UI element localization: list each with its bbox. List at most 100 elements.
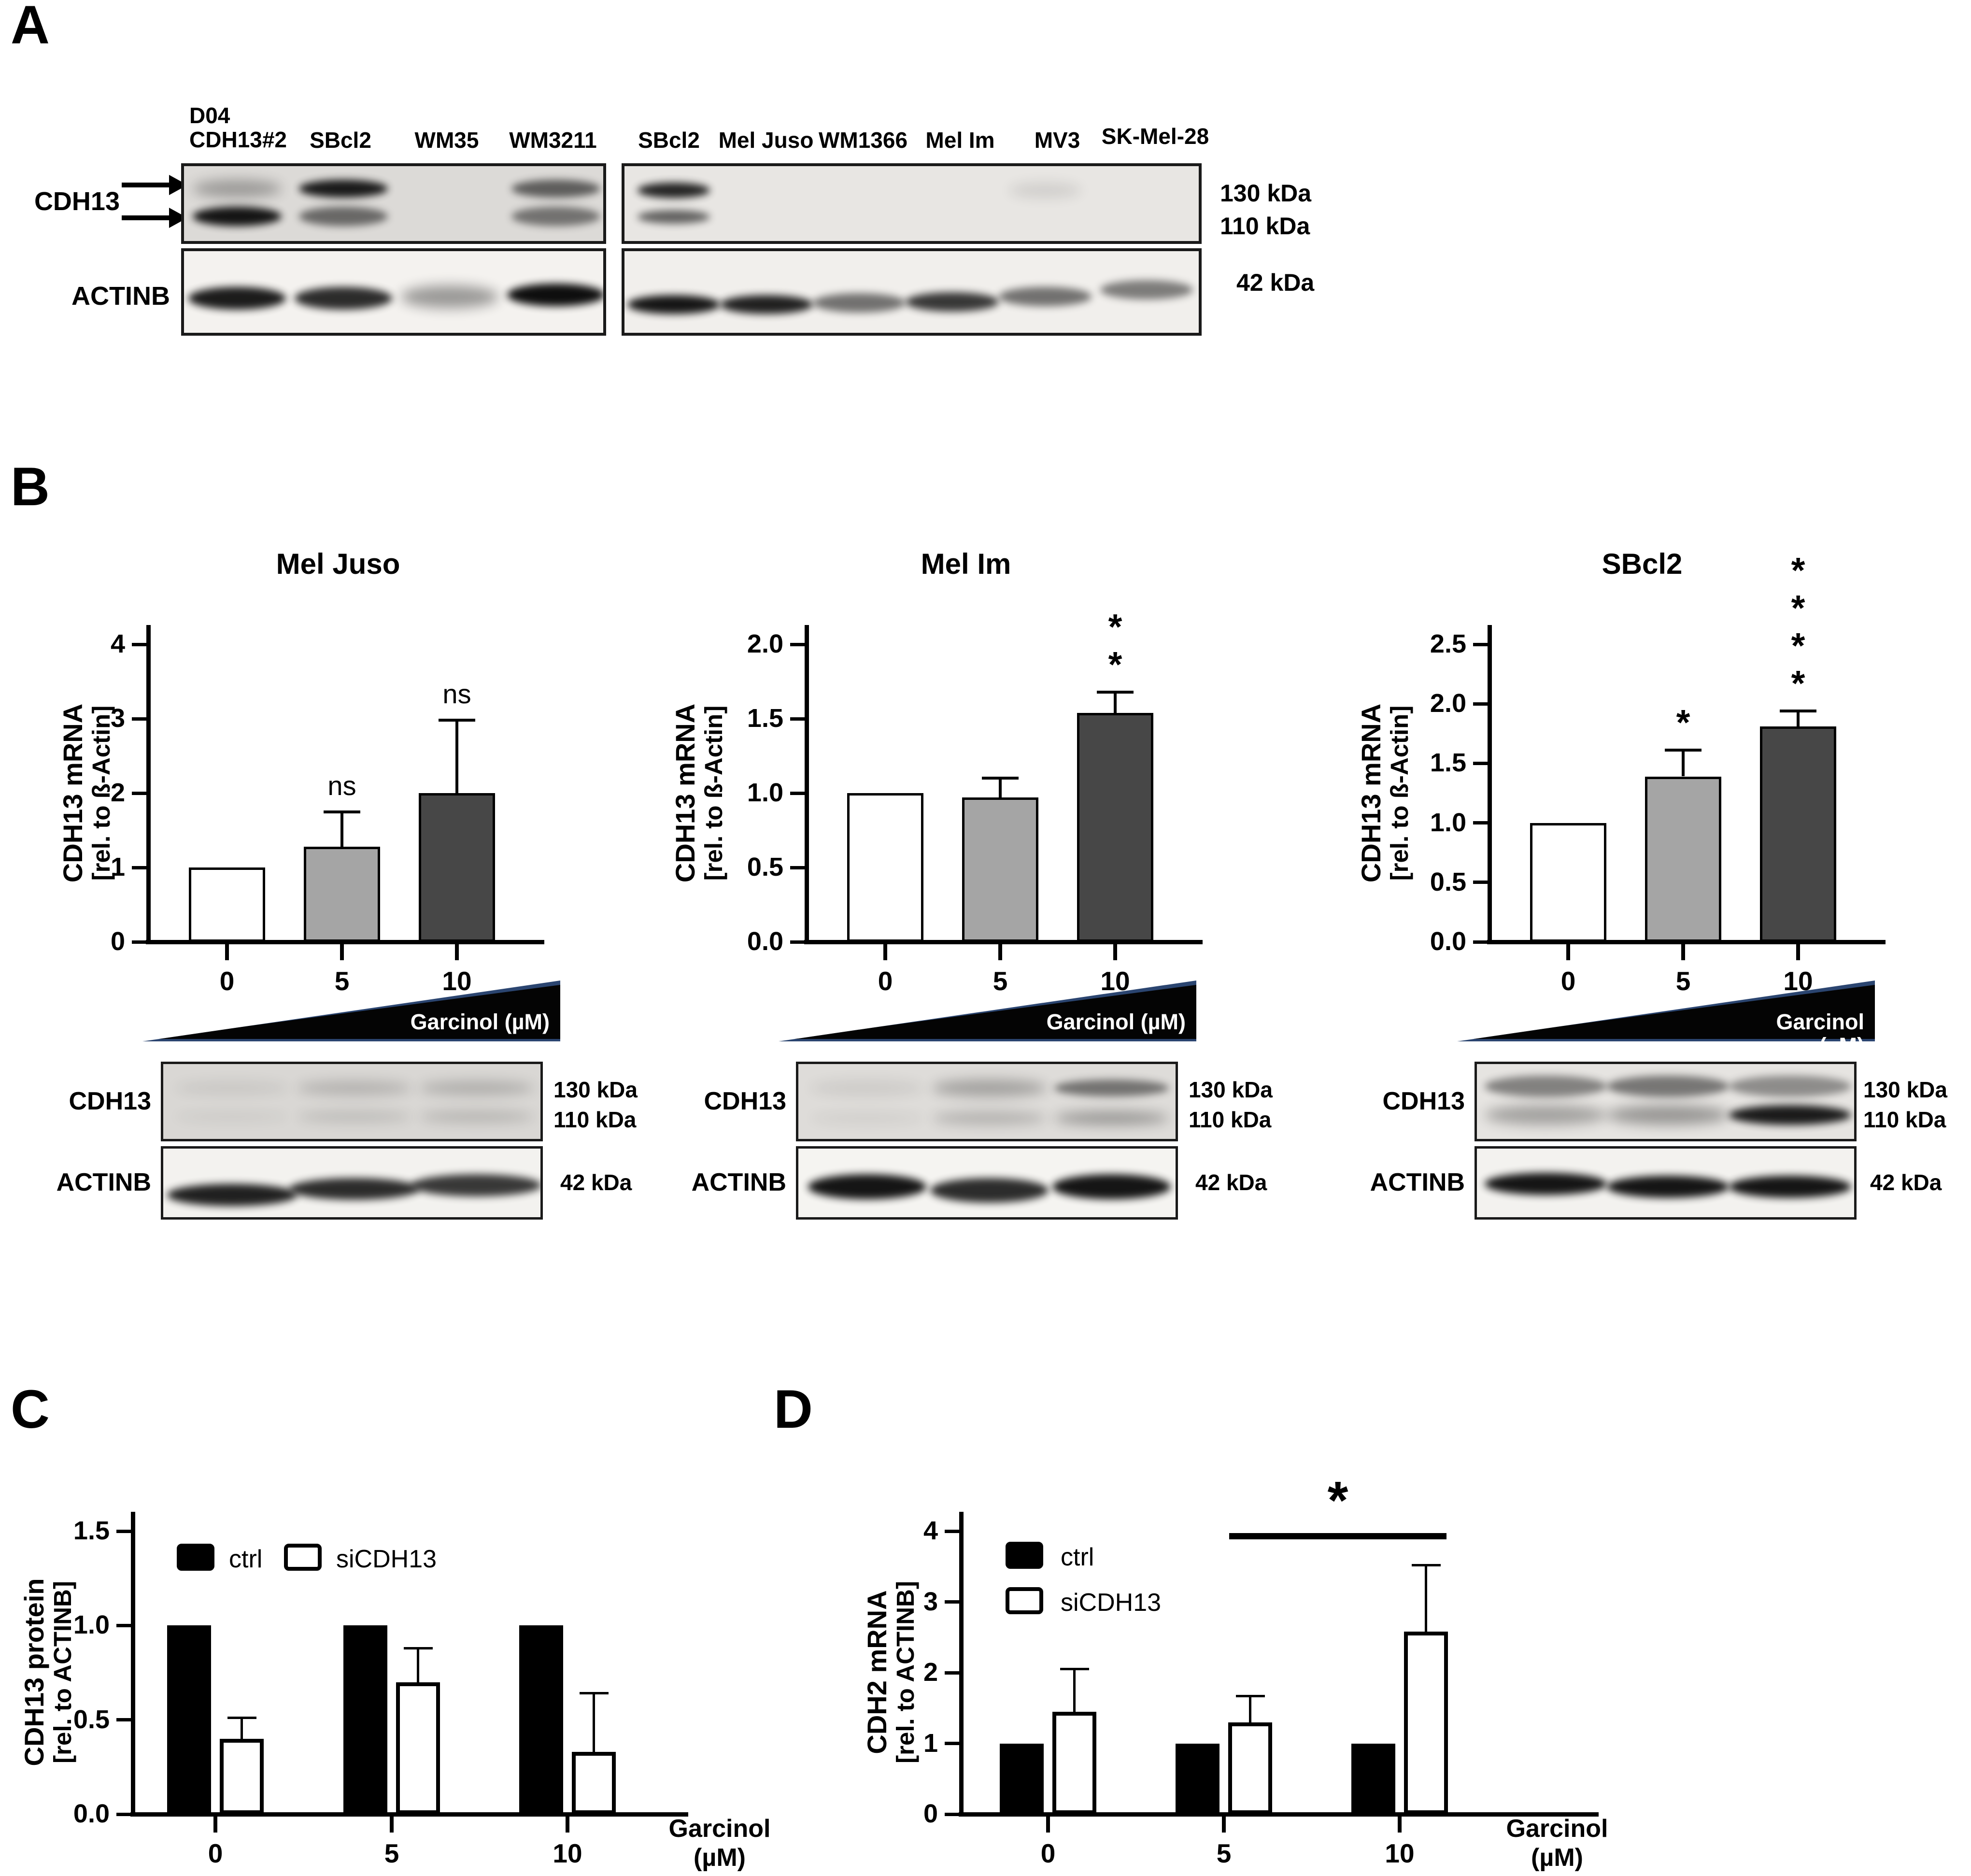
blot-band: [1606, 1105, 1730, 1125]
lane-label-d04-cdh13: D04 CDH13#2: [189, 103, 287, 152]
error-bar-cap: [1780, 709, 1816, 712]
significance-line: [1229, 1533, 1446, 1539]
wedge-label-sbcl2: Garcinol (µM): [1776, 1009, 1864, 1058]
y-axis-title-line1: CDH13 mRNA: [1356, 703, 1386, 883]
y-tick: [132, 940, 148, 944]
blot-band: [297, 1110, 412, 1123]
y-tick-label: 1.5: [1430, 748, 1466, 778]
bar: [1645, 776, 1721, 942]
mw-label-130kda: 130 kDa: [1220, 180, 1312, 207]
error-bar-line: [340, 811, 343, 847]
significance-star: *: [1327, 1471, 1348, 1530]
blot-band: [1606, 1176, 1730, 1198]
x-tick: [1398, 1816, 1402, 1833]
y-tick: [132, 791, 148, 795]
error-bar-cap: [1411, 1563, 1441, 1566]
significance-stars: *: [1676, 702, 1690, 743]
x-tick: [1046, 1816, 1050, 1833]
legend-swatch-ctrl: [177, 1544, 214, 1571]
panel-b-label: B: [11, 456, 50, 517]
error-bar-line: [417, 1648, 419, 1682]
error-bar-line: [1249, 1696, 1251, 1722]
blot-band: [1484, 1173, 1607, 1195]
y-tick: [790, 940, 807, 944]
x-tick: [566, 1816, 569, 1833]
error-bar-line: [1073, 1669, 1076, 1712]
blot-row-label-actinb: ACTINB: [56, 1168, 151, 1196]
lane-label-mel-im: Mel Im: [925, 128, 995, 153]
y-tick: [1473, 940, 1489, 944]
y-tick: [945, 1742, 961, 1745]
x-tick: [340, 944, 344, 960]
y-tick-label: 0: [923, 1799, 938, 1828]
y-axis-title-line2: [rel. to ß-Actin]: [87, 705, 115, 881]
blot-row-label-cdh13: CDH13: [1382, 1087, 1465, 1115]
y-tick-label: 1.0: [747, 778, 783, 807]
blot-band: [289, 1178, 419, 1200]
y-axis: [146, 625, 151, 944]
legend-swatch-ctrl: [1006, 1542, 1043, 1569]
x-tick: [455, 944, 459, 960]
mw-label-110kda: 110 kDa: [1220, 213, 1310, 240]
y-tick: [1473, 821, 1489, 825]
blot-row-label-actinb: ACTINB: [1370, 1168, 1465, 1196]
arrow-icon: [122, 215, 170, 220]
y-tick: [116, 1718, 133, 1722]
blot-band: [419, 1110, 534, 1123]
y-tick-label: 0.0: [1430, 927, 1466, 956]
blot-band: [298, 180, 388, 198]
bar-siCDH13: [396, 1682, 440, 1814]
y-tick-label: 2.0: [1430, 689, 1466, 718]
x-tick-label: 10: [442, 966, 472, 996]
mw-label-130kda: 130 kDa: [1863, 1077, 1947, 1102]
lane-label-wm35: WM35: [414, 128, 479, 153]
y-tick-label: 2: [923, 1658, 938, 1687]
ns-label: ns: [442, 679, 471, 710]
blot-a-actinb-left: [181, 248, 606, 336]
blot-band: [809, 1080, 925, 1096]
x-tick-label: 10: [1783, 966, 1813, 996]
y-axis-title-line2: [rel. to ß-Actin]: [700, 705, 727, 881]
x-tick-label: 5: [334, 966, 350, 996]
bar: [189, 867, 265, 942]
bar: [419, 793, 495, 942]
y-axis: [1487, 625, 1492, 944]
legend-label-ctrl: ctrl: [229, 1545, 263, 1573]
blot-a-cdh13-left: [181, 163, 606, 244]
x-tick-label: 5: [1675, 966, 1691, 996]
blot-band: [1100, 280, 1193, 299]
bar: [1077, 712, 1153, 942]
y-tick-label: 4: [923, 1516, 938, 1545]
y-tick: [1473, 881, 1489, 884]
significance-stars: * *: [1108, 606, 1122, 684]
y-tick: [790, 791, 807, 795]
x-tick: [883, 944, 887, 960]
blot-band: [1054, 1080, 1169, 1096]
blot-band: [188, 287, 286, 310]
y-tick: [945, 1529, 961, 1533]
x-axis: [804, 939, 1203, 944]
x-axis: [1487, 939, 1886, 944]
bar-siCDH13: [572, 1752, 616, 1814]
x-tick: [1796, 944, 1800, 960]
mw-label-42kda: 42 kDa: [560, 1170, 632, 1195]
legend-label-sicdh13: siCDH13: [336, 1545, 437, 1573]
x-tick: [1681, 944, 1685, 960]
wedge-label-mel-juso: Garcinol (µM): [410, 1009, 550, 1034]
mw-label-42kda: 42 kDa: [1236, 269, 1315, 296]
y-tick-label: 1.0: [73, 1610, 110, 1640]
y-tick: [132, 717, 148, 721]
x-tick-label: 0: [1560, 966, 1576, 996]
y-axis: [804, 625, 809, 944]
error-bar-cap: [403, 1647, 433, 1649]
blot-band: [998, 287, 1092, 307]
y-tick: [116, 1529, 133, 1533]
x-tick-label: 0: [219, 966, 235, 996]
error-bar-cap: [579, 1692, 609, 1695]
error-bar-cap: [324, 810, 360, 813]
legend-swatch-sicdh13: [284, 1544, 322, 1571]
bar-ctrl: [1176, 1743, 1219, 1814]
chart-title-sbcl2: SBcl2: [1602, 548, 1683, 580]
bar: [962, 797, 1038, 942]
y-tick-label: 0.5: [73, 1705, 110, 1734]
